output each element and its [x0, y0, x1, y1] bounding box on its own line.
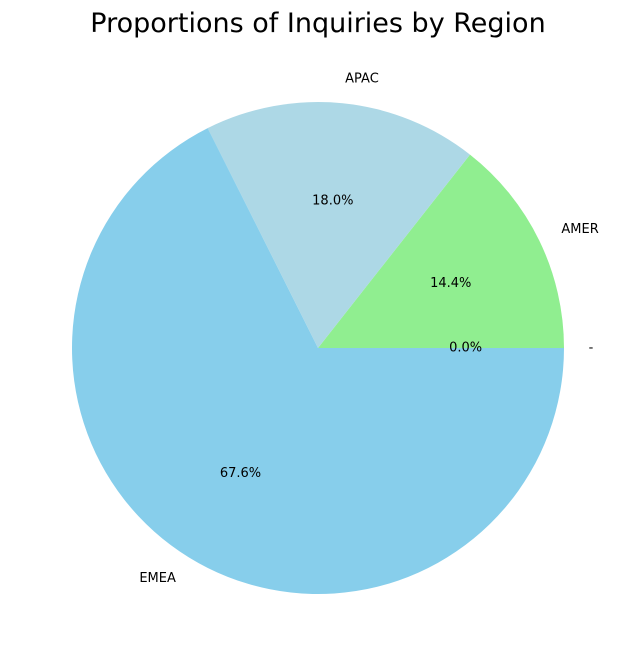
slice-pct-amer: 14.4%: [430, 276, 471, 291]
slice-pct-apac: 18.0%: [312, 194, 353, 209]
pie-slice-emea: [71, 128, 564, 595]
slice-label-apac: APAC: [345, 71, 379, 86]
slice-label-amer: AMER: [561, 222, 598, 237]
slice-label-emea: EMEA: [139, 571, 176, 586]
pie-labels: - 0.0% AMER 14.4% APAC 18.0% EMEA 67.6%: [139, 71, 598, 586]
pie-slice-apac: [207, 102, 470, 348]
chart-title: Proportions of Inquiries by Region: [90, 8, 545, 39]
slice-pct-unlabeled: 0.0%: [449, 341, 482, 356]
pie-slices: [71, 102, 564, 595]
slice-pct-emea: 67.6%: [220, 466, 261, 481]
pie-slice-amer: [318, 154, 564, 348]
slice-label-unlabeled: -: [589, 341, 594, 356]
